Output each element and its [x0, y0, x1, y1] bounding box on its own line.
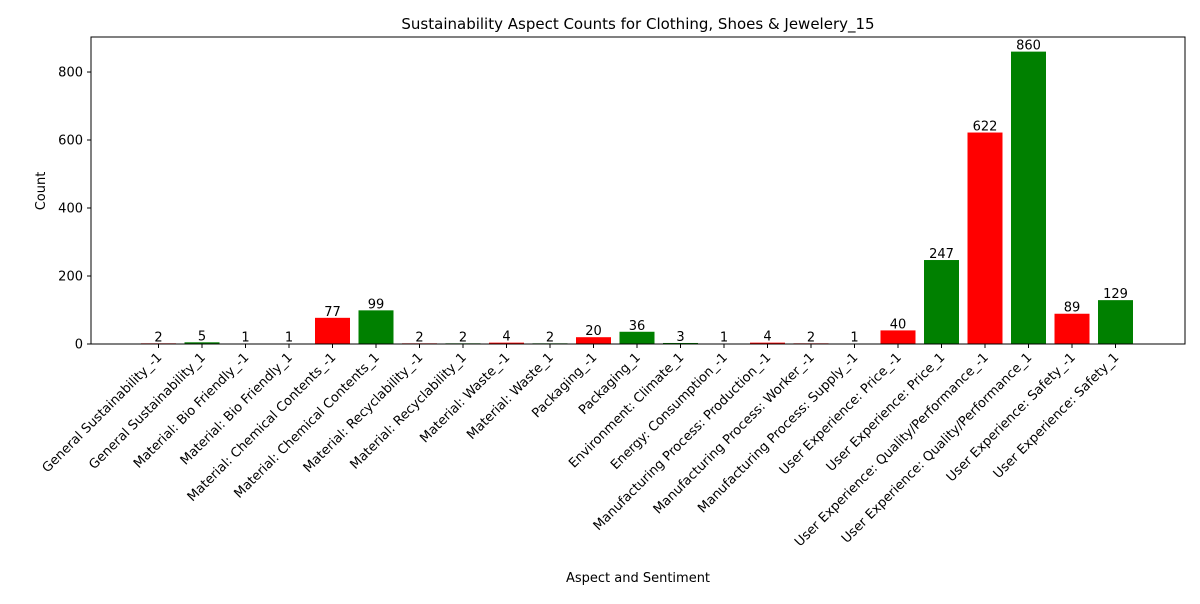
y-tick-label: 200 — [58, 270, 83, 285]
bar-value-label: 5 — [198, 329, 206, 344]
bar-value-label: 77 — [324, 305, 341, 320]
y-tick-label: 400 — [58, 202, 83, 217]
bar-value-label: 99 — [368, 297, 385, 312]
bar — [924, 260, 959, 344]
bar-value-label: 3 — [676, 330, 684, 345]
bar-value-label: 89 — [1064, 301, 1081, 316]
bar-value-label: 129 — [1103, 287, 1128, 302]
bar — [1098, 300, 1133, 344]
bar-value-label: 622 — [973, 120, 998, 135]
chart-title: Sustainability Aspect Counts for Clothin… — [401, 15, 874, 34]
bar-value-label: 40 — [890, 317, 907, 332]
x-tick-label: Manufacturing Process: Supply_-1 — [695, 350, 861, 516]
bar-value-label: 2 — [154, 330, 162, 345]
bar — [1055, 314, 1090, 344]
y-axis: 0 200 400 600 800 — [58, 66, 91, 353]
bar — [968, 133, 1003, 344]
x-axis-label: Aspect and Sentiment — [566, 571, 710, 586]
bar-value-label: 1 — [850, 331, 858, 346]
bar-value-label: 2 — [415, 330, 423, 345]
bars-group — [141, 52, 1133, 344]
bar — [881, 330, 916, 344]
bar-value-label: 1 — [720, 331, 728, 346]
bar-value-label: 2 — [459, 330, 467, 345]
x-tick-label: Manufacturing Process: Worker_-1 — [651, 350, 818, 517]
bar-value-label: 20 — [585, 324, 602, 339]
bar-value-label: 1 — [241, 331, 249, 346]
bar-value-label: 4 — [502, 330, 510, 345]
bar-value-label: 860 — [1016, 39, 1041, 54]
bar — [315, 318, 350, 344]
bar-value-label: 247 — [929, 247, 954, 262]
y-tick-label: 800 — [58, 66, 83, 81]
bar-value-label: 36 — [629, 319, 646, 334]
bar-value-label: 2 — [807, 330, 815, 345]
bar-value-label: 1 — [285, 331, 293, 346]
y-tick-label: 0 — [75, 338, 83, 353]
y-tick-label: 600 — [58, 134, 83, 149]
bar-value-label: 2 — [546, 330, 554, 345]
bar-value-label: 4 — [763, 330, 771, 345]
y-axis-label: Count — [34, 172, 49, 211]
bar — [1011, 52, 1046, 344]
bar — [359, 310, 394, 344]
